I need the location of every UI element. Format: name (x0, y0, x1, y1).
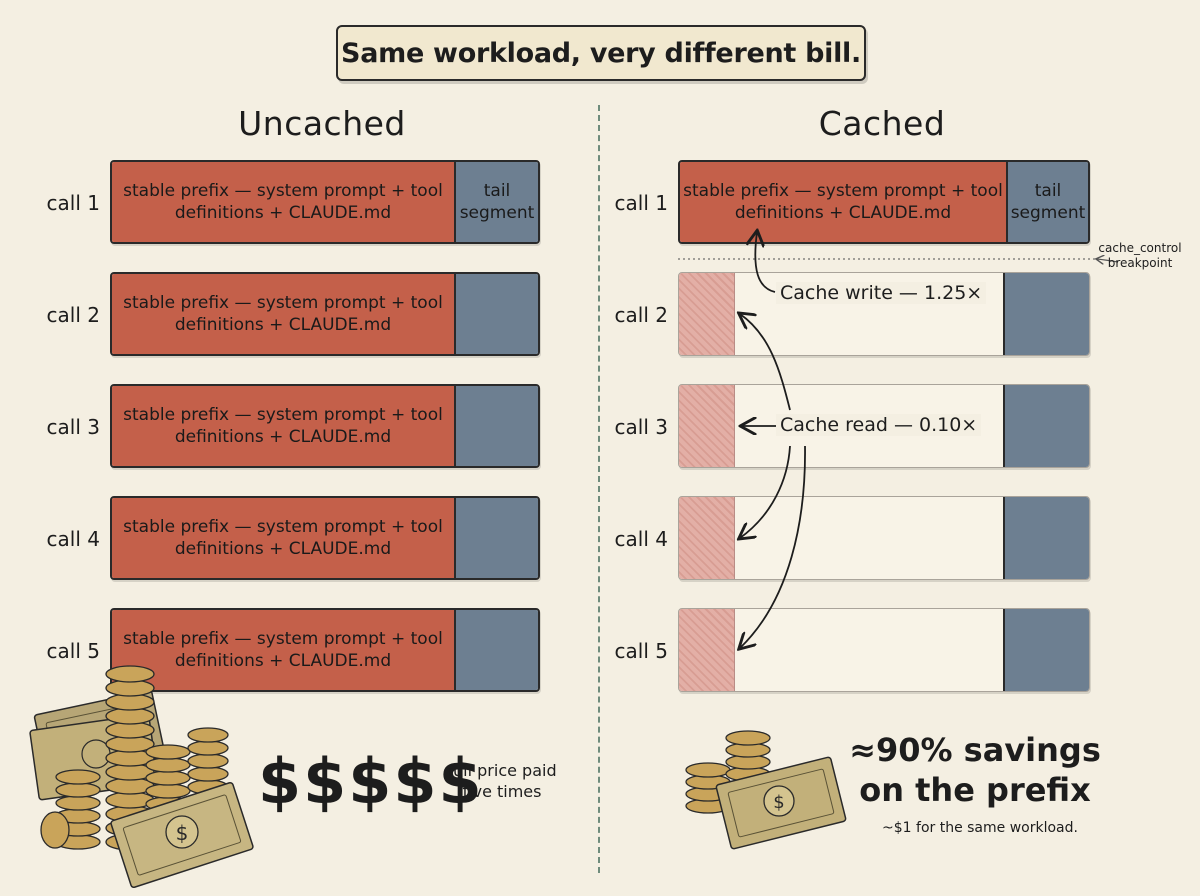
column-divider (598, 105, 600, 873)
uncached-call-label: call 5 (46, 639, 100, 663)
stable-prefix-segment: stable prefix — system prompt + tool def… (680, 162, 1008, 242)
cached-call-label: call 1 (614, 191, 668, 215)
coin-stack-icon (105, 665, 155, 851)
cached-heading: Cached (818, 104, 946, 143)
banknote-icon: $ (110, 781, 254, 889)
cached-prefix-segment (679, 497, 735, 579)
stable-prefix-segment: stable prefix — system prompt + tool def… (112, 498, 456, 578)
cached-prefix-segment (679, 273, 735, 355)
tail-segment (456, 610, 538, 690)
coin-stack-icon (725, 730, 771, 782)
tail-segment (1003, 273, 1089, 355)
coin-stack-icon (187, 727, 229, 808)
dollar-sign-icon: $ (773, 792, 784, 813)
tail-segment (456, 274, 538, 354)
cache-read-note: Cache read — 0.10× (776, 414, 982, 436)
tail-segment: tail segment (1008, 162, 1088, 242)
uncached-call-bar: stable prefix — system prompt + tool def… (110, 272, 540, 356)
dollar-sign-icon: $ (176, 821, 189, 845)
uncached-call-bar: stable prefix — system prompt + tool def… (110, 160, 540, 244)
coin-stack-icon (145, 744, 191, 838)
stable-prefix-segment: stable prefix — system prompt + tool def… (112, 274, 456, 354)
cached-call-bar: stable prefix — system prompt + tool def… (678, 160, 1090, 244)
stable-prefix-segment: stable prefix — system prompt + tool def… (112, 162, 456, 242)
savings-note: ~$1 for the same workload. (882, 820, 1078, 836)
uncached-call-label: call 1 (46, 191, 100, 215)
cost-symbol: $$$$$ (258, 745, 484, 818)
uncached-call-bar: stable prefix — system prompt + tool def… (110, 496, 540, 580)
cached-call-label: call 4 (614, 527, 668, 551)
cached-prefix-segment (679, 609, 735, 691)
uncached-call-label: call 3 (46, 415, 100, 439)
cost-note: full price paid five times (447, 761, 557, 801)
tail-segment (1003, 497, 1089, 579)
tail-segment (1003, 609, 1089, 691)
stable-prefix-segment: stable prefix — system prompt + tool def… (112, 610, 456, 690)
cached-call-bar (678, 496, 1090, 580)
tail-segment (456, 386, 538, 466)
tail-segment: tail segment (456, 162, 538, 242)
page-title: Same workload, very different bill. (336, 25, 866, 81)
cached-prefix-segment (679, 385, 735, 467)
coin-stack-icon (55, 769, 101, 850)
cached-call-label: call 5 (614, 639, 668, 663)
cached-call-label: call 3 (614, 415, 668, 439)
stable-prefix-segment: stable prefix — system prompt + tool def… (112, 386, 456, 466)
coin-stack-icon (685, 762, 731, 814)
skipped-prefix-area (735, 609, 1003, 691)
uncached-call-label: call 4 (46, 527, 100, 551)
uncached-call-bar: stable prefix — system prompt + tool def… (110, 608, 540, 692)
savings-headline: ≈90% savings on the prefix (849, 731, 1101, 809)
cache-write-note: Cache write — 1.25× (776, 282, 987, 304)
skipped-prefix-area (735, 497, 1003, 579)
loose-coin (40, 811, 70, 849)
cached-call-bar (678, 608, 1090, 692)
uncached-heading: Uncached (238, 104, 406, 143)
uncached-call-label: call 2 (46, 303, 100, 327)
breakpoint-note: cache_control breakpoint (1098, 241, 1182, 270)
cached-call-label: call 2 (614, 303, 668, 327)
banknote-icon: $ (715, 756, 847, 850)
uncached-call-bar: stable prefix — system prompt + tool def… (110, 384, 540, 468)
tail-segment (456, 498, 538, 578)
tail-segment (1003, 385, 1089, 467)
banknote-icon (29, 690, 167, 801)
